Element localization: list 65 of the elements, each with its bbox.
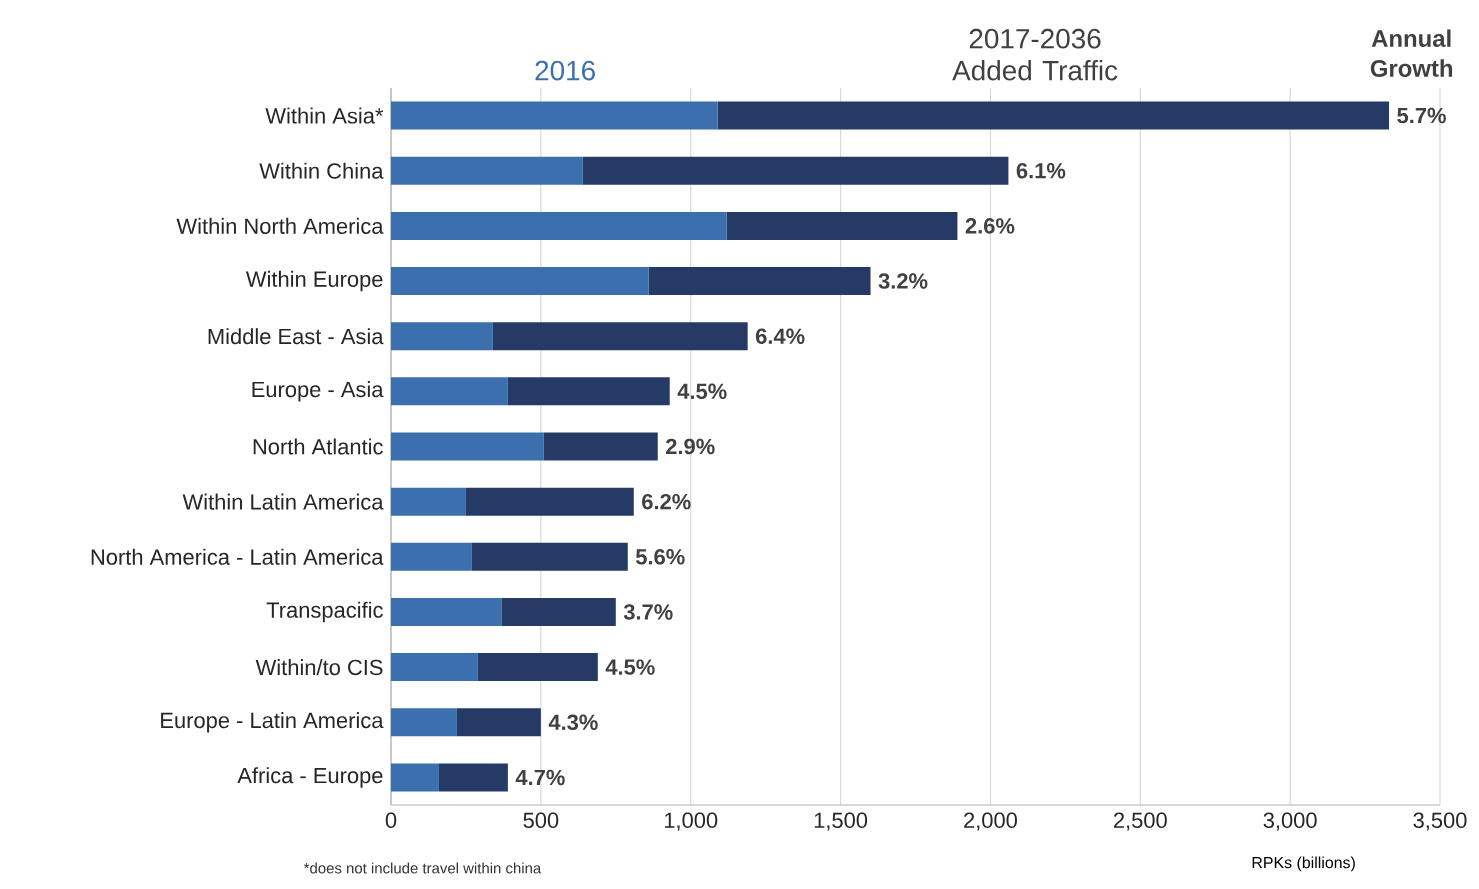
annotation: 4.5% [677, 383, 727, 400]
x-tick-label: 0 [385, 812, 397, 829]
y-tick-label: Within/to CIS [255, 659, 383, 676]
bar [391, 542, 472, 571]
x-axis-title: RPKs (billions) [1252, 856, 1355, 872]
bar [717, 101, 1390, 130]
y-tick-label: Within China [259, 162, 384, 179]
x-tick-label: 2,500 [1113, 812, 1167, 831]
bar [391, 763, 439, 792]
bar [477, 653, 598, 682]
bar [726, 211, 958, 240]
y-tick-label: North Atlantic [253, 438, 383, 455]
bar [391, 156, 583, 185]
bar [391, 322, 493, 351]
bar [582, 156, 1009, 185]
text: *does not include travel within china [303, 862, 542, 874]
x-tick-label: 3,000 [1263, 812, 1317, 831]
y-tick-label: Within North America [176, 217, 384, 234]
bar [438, 763, 508, 792]
bar [465, 487, 634, 516]
bar [501, 597, 616, 626]
annotation: 2.6% [965, 218, 1015, 234]
y-tick-label: Europe - Latin America [161, 712, 384, 733]
y-tick-label: Within Europe [245, 270, 383, 292]
x-tick-label: 1,500 [814, 812, 868, 831]
bar [391, 211, 727, 240]
x-tick-label: 3,500 [1413, 812, 1467, 831]
series-label: 2017-2036 Added Traffic [952, 28, 1118, 81]
bar [391, 101, 718, 130]
bar [471, 542, 628, 571]
bar [507, 377, 670, 406]
y-tick-label: Transpacific [266, 601, 383, 623]
y-tick-label: Within Latin America [182, 493, 384, 510]
bar [492, 322, 748, 351]
annotation: 3.2% [878, 273, 928, 289]
bar [456, 708, 541, 737]
text: Annual Growth [1370, 29, 1453, 77]
y-tick-label: Africa - Europe [237, 767, 383, 788]
bar [543, 432, 658, 461]
annotation: 2.9% [666, 438, 715, 455]
series-label: 2016 [535, 60, 595, 81]
annotation: 6.4% [755, 328, 805, 344]
y-tick-label: Middle East - Asia [208, 328, 384, 345]
x-tick-label: 2,000 [964, 812, 1017, 831]
bar [648, 267, 871, 296]
bar [391, 487, 466, 516]
bar [391, 267, 649, 296]
bar [391, 432, 544, 461]
annotation: 4.7% [515, 769, 565, 786]
annotation: 6.1% [1016, 162, 1066, 179]
x-tick-label: 1,000 [664, 812, 718, 831]
bar [391, 377, 508, 406]
y-tick-label: Europe - Asia [252, 381, 384, 402]
y-tick-label: North America - Latin America [91, 548, 384, 565]
annotation: 3.7% [623, 604, 673, 620]
annotation: 6.2% [642, 493, 691, 510]
bar [391, 653, 478, 682]
annotation: 5.7% [1397, 107, 1446, 124]
annotation: 4.3% [548, 714, 598, 731]
annotation: 5.6% [635, 549, 685, 565]
x-tick-label: 500 [523, 812, 559, 829]
y-tick-label: Within Asia* [265, 107, 384, 124]
bar [391, 597, 502, 626]
bar [391, 708, 457, 737]
annotation: 4.5% [605, 659, 655, 675]
